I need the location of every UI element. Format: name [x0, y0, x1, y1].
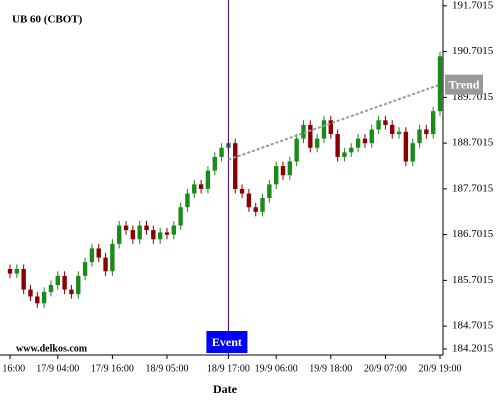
candle-body: [349, 147, 354, 153]
trend-label: Trend: [449, 77, 480, 91]
candle-body: [335, 134, 340, 157]
y-tick-label: 187.7015: [452, 182, 494, 194]
candle-body: [14, 268, 20, 274]
y-tick-label: 188.7015: [452, 137, 494, 149]
event-label: Event: [212, 335, 242, 349]
candle-body: [164, 232, 170, 235]
candle-body: [308, 124, 313, 148]
candle-body: [69, 289, 74, 295]
candle-body: [424, 129, 429, 135]
event-box: [206, 331, 248, 353]
candle-body: [89, 248, 95, 263]
candle-body: [417, 129, 422, 144]
candle-body: [328, 120, 333, 135]
trend-line: [228, 83, 441, 161]
x-tick-label: 20/9 19:00: [418, 363, 461, 374]
x-tick-label: 19/9 06:00: [255, 363, 298, 374]
candle-body: [280, 166, 286, 176]
candle-body: [301, 124, 306, 139]
y-tick-label: 186.7015: [452, 228, 494, 240]
candle-body: [48, 285, 54, 292]
candle-body: [151, 230, 156, 240]
candle-body: [362, 138, 368, 144]
y-tick-label: 191.7015: [452, 0, 494, 11]
candle-body: [212, 156, 217, 171]
candle-body: [246, 193, 252, 208]
y-tick-label: 184.2015: [452, 343, 494, 355]
candle-body: [130, 230, 136, 240]
x-tick-label: 18/9 17:00: [207, 363, 250, 374]
chart-title: UB 60 (CBOT): [12, 14, 83, 26]
candle-body: [253, 207, 258, 212]
watermark: www.delkos.com: [16, 343, 88, 354]
candle-body: [21, 268, 26, 290]
candle-body: [28, 289, 33, 297]
y-tick-label: 184.7015: [452, 320, 494, 332]
candle-body: [178, 207, 183, 226]
y-tick-label: 185.7015: [452, 274, 494, 286]
candle-body: [403, 131, 409, 162]
candle-body: [267, 184, 272, 199]
x-tick-label: 18/9 05:00: [145, 363, 188, 374]
candle-body: [110, 243, 115, 272]
x-tick-label: 17/9 16:00: [91, 363, 134, 374]
x-tick-label: 9 16:00: [0, 363, 25, 374]
x-axis-label: Date: [213, 382, 238, 396]
candle-body: [76, 275, 81, 295]
candle-body: [383, 120, 388, 125]
y-tick-label: 190.7015: [452, 45, 494, 57]
candle-body: [117, 225, 122, 244]
candle-body: [369, 129, 374, 144]
candle-body: [314, 138, 320, 148]
candle-body: [35, 296, 40, 304]
candle-body: [239, 188, 245, 194]
candle-body: [192, 184, 197, 194]
x-tick-label: 17/9 04:00: [36, 363, 79, 374]
candle-body: [7, 268, 13, 274]
x-tick-label: 19/9 18:00: [309, 363, 352, 374]
candle-body: [294, 138, 299, 162]
candle-body: [171, 225, 177, 235]
candle-body: [123, 225, 129, 231]
candle-body: [355, 138, 361, 148]
candle-body: [185, 193, 190, 208]
trend-box: [445, 74, 483, 95]
candle-body: [321, 120, 327, 139]
candle-body: [82, 262, 88, 276]
candle-body: [437, 56, 443, 112]
candle-body: [219, 147, 224, 157]
candle-body: [205, 170, 211, 189]
candle-body: [342, 152, 347, 157]
candle-body: [410, 143, 415, 162]
candle-body: [390, 124, 395, 135]
candle-body: [260, 198, 265, 212]
candle-body: [287, 161, 293, 176]
x-tick-label: 20/9 07:00: [364, 363, 407, 374]
candle-body: [137, 225, 142, 240]
candle-body: [198, 184, 204, 189]
candle-body: [96, 248, 101, 258]
candle-body: [157, 232, 163, 240]
candle-body: [430, 111, 436, 135]
candle-body: [103, 257, 108, 272]
candle-body: [62, 275, 67, 290]
candle-body: [41, 291, 47, 304]
candle-body: [273, 166, 279, 185]
candle-body: [144, 225, 149, 231]
candle-body: [376, 120, 381, 130]
candle-body: [233, 143, 238, 189]
candle-body: [396, 131, 402, 135]
candle-body: [55, 275, 60, 286]
